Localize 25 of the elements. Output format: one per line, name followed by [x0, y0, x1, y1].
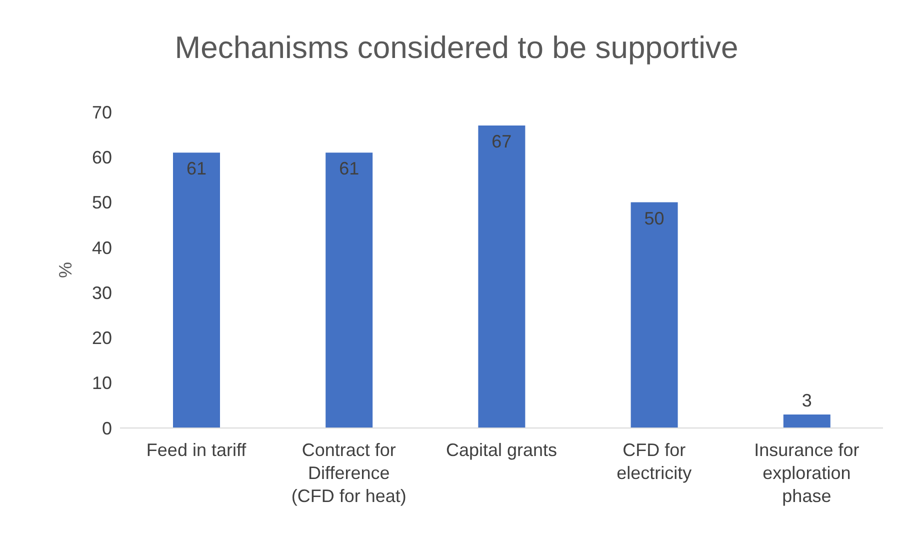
x-tick-label: Feed in tariff [146, 440, 248, 460]
data-label: 3 [802, 390, 812, 410]
x-tick-label: Contract for Difference (CFD for heat) [291, 440, 406, 506]
y-tick-label: 40 [92, 238, 112, 258]
y-tick-label: 70 [92, 102, 112, 122]
data-label: 50 [644, 208, 664, 228]
x-tick-label: Insurance for exploration phase [754, 440, 860, 506]
x-tick-label: CFD for electricity [616, 440, 692, 483]
bar [173, 152, 220, 428]
chart-title: Mechanisms considered to be supportive [174, 30, 740, 66]
y-tick-label: 10 [92, 373, 112, 394]
x-tick-label: Capital grants [446, 440, 558, 460]
data-label: 61 [339, 158, 360, 179]
bar [478, 126, 526, 428]
y-tick-label: 30 [92, 282, 112, 303]
y-tick-label: 50 [92, 192, 112, 213]
bar [783, 414, 830, 428]
y-tick-label: 20 [92, 328, 112, 348]
bar [326, 152, 373, 428]
y-tick-label: 0 [102, 418, 112, 438]
y-axis-title: % [56, 262, 76, 278]
bar [630, 202, 678, 428]
data-label: 67 [492, 132, 512, 152]
y-tick-label: 60 [92, 148, 112, 168]
data-label: 61 [186, 158, 207, 179]
